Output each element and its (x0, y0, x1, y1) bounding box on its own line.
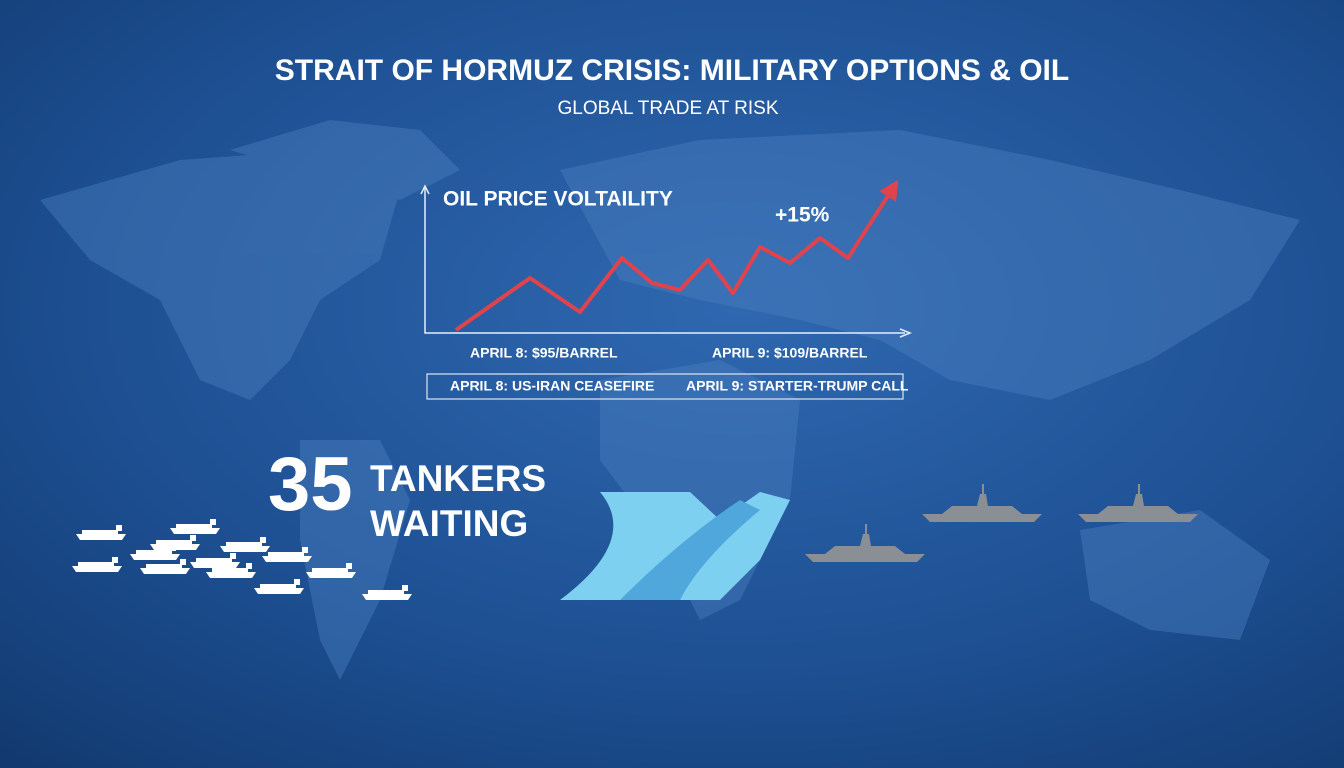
price-change: +15% (775, 204, 830, 227)
event: APRIL 8: US-IRAN CEASEFIRE (450, 378, 654, 394)
tanker-label: WAITING (370, 503, 528, 544)
world-map (40, 120, 1300, 680)
strait (560, 492, 790, 600)
tanker-label: TANKERS (370, 458, 546, 499)
tanker-count: 35 (268, 442, 353, 527)
events-box (426, 373, 904, 400)
subtitle: GLOBAL TRADE AT RISK (557, 98, 778, 119)
event: APRIL 9: STARTER-TRUMP CALL (686, 378, 909, 394)
axis-arrows (420, 184, 913, 338)
strait-shape (620, 500, 760, 600)
chart-title: OIL PRICE VOLTAILITY (443, 188, 673, 211)
continent (40, 150, 400, 400)
title: STRAIT OF HORMUZ CRISIS: MILITARY OPTION… (275, 54, 1069, 87)
continent (300, 440, 410, 680)
price-line (454, 179, 899, 332)
price-chart: OIL PRICE VOLTAILITY +15% APRIL 8: $95/B… (420, 179, 913, 361)
continent (1080, 510, 1270, 640)
chart-axes (424, 188, 905, 334)
price-label: APRIL 8: $95/BARREL (470, 345, 618, 361)
continent (230, 120, 460, 200)
continent (560, 130, 1300, 400)
price-label: APRIL 9: $109/BARREL (712, 345, 868, 361)
